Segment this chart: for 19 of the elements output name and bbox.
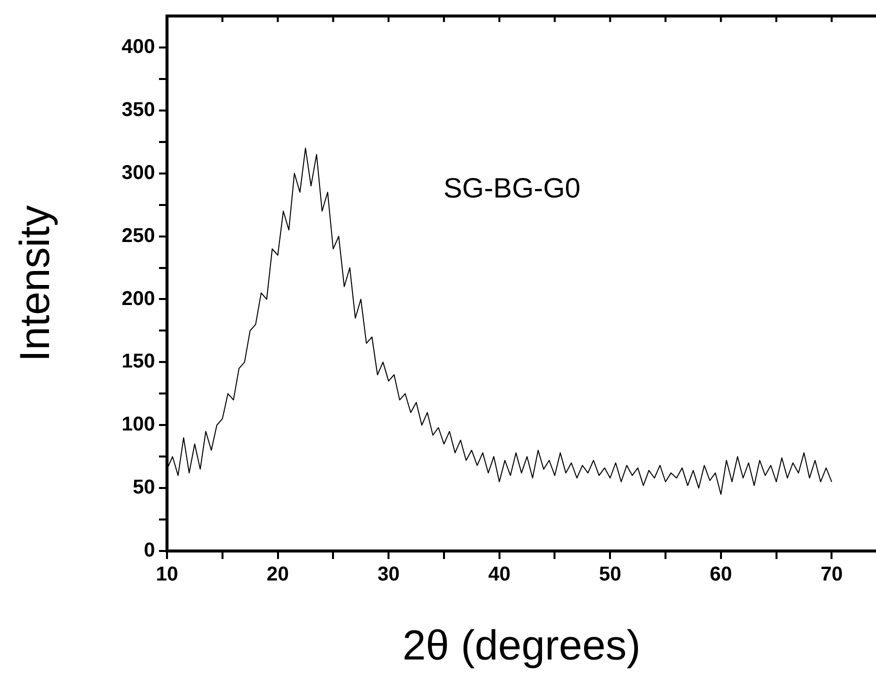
y-axis-title: Intensity bbox=[10, 205, 58, 362]
y-tick-label: 250 bbox=[122, 224, 155, 247]
y-tick-label: 200 bbox=[122, 288, 155, 310]
x-tick-label: 40 bbox=[488, 564, 510, 586]
x-tick-label: 50 bbox=[599, 564, 622, 586]
annotation: SG-BG-G0 bbox=[444, 172, 580, 204]
y-tick-label: 400 bbox=[122, 36, 155, 58]
x-tick-label: 20 bbox=[266, 564, 289, 586]
x-axis-title: 2θ (degrees) bbox=[402, 621, 641, 668]
y-tick-label: 100 bbox=[122, 414, 155, 436]
y-tick-label: 300 bbox=[122, 162, 155, 184]
y-tick-label: 350 bbox=[122, 98, 155, 121]
x-tick-label: 30 bbox=[377, 564, 400, 586]
x-tick-label: 70 bbox=[820, 564, 843, 586]
y-tick-label: 150 bbox=[122, 350, 155, 373]
y-tick-label: 0 bbox=[144, 540, 155, 562]
x-tick-label: 60 bbox=[710, 564, 732, 586]
x-tick-label: 10 bbox=[156, 564, 178, 586]
y-tick-label: 50 bbox=[132, 476, 155, 499]
